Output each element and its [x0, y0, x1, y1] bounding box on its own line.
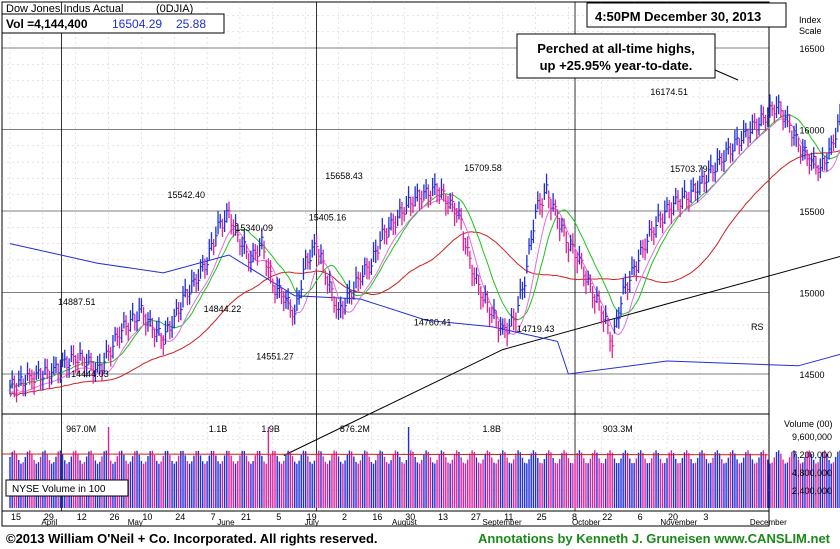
date-tick-label: 13 [438, 512, 448, 522]
volume-label: 1.8B [483, 424, 502, 434]
grid [2, 2, 769, 511]
callout-line-1: Perched at all-time highs, [537, 41, 695, 56]
date-tick-label: 6 [638, 512, 643, 522]
date-tick-label: 7 [211, 512, 216, 522]
volume-average-line [1, 453, 770, 456]
timestamp-box [586, 2, 787, 28]
date-tick-label: 12 [77, 512, 87, 522]
price-label: 15542.40 [168, 190, 206, 200]
month-label: April [41, 518, 57, 527]
scale-label: Scale [799, 26, 822, 36]
price-tick-label: 15500 [799, 207, 824, 217]
date-tick-label: 8 [572, 512, 577, 522]
volume-readout: Vol =4,144,400 [6, 17, 88, 31]
date-axis [1, 510, 770, 527]
price-label: 15405.16 [309, 212, 347, 222]
quote-box [1, 13, 225, 34]
ma-10-line [9, 118, 840, 396]
index-symbol: (0DJIA) [156, 3, 193, 15]
month-label: August [392, 518, 418, 527]
date-tick-label: 2 [342, 512, 347, 522]
price-label: 14887.51 [58, 297, 96, 307]
month-label: September [482, 518, 521, 527]
price-label: 15703.79 [670, 164, 708, 174]
date-tick-label: 11 [504, 512, 513, 522]
change-readout: 25.88 [176, 17, 206, 31]
price-label: 14444.03 [71, 369, 109, 379]
index-label: Index [799, 15, 822, 25]
month-label: December [750, 518, 787, 527]
timestamp: 4:50PM December 30, 2013 [595, 9, 761, 24]
date-tick-label: 15 [11, 512, 21, 522]
month-label: May [128, 518, 143, 527]
callout-pointer [714, 69, 739, 81]
rs-label: RS [751, 322, 764, 332]
volume-tick-label: 2,400,000 [792, 486, 832, 496]
date-tick-label: 5 [276, 512, 281, 522]
price-label: 16174.51 [650, 87, 688, 97]
annotations: 14887.51 14444.03 15542.40 14844.22 15340.09… [58, 87, 708, 434]
date-tick-label: 16 [372, 512, 382, 522]
date-tick-label: 26 [110, 512, 120, 522]
date-tick-label: 22 [602, 512, 612, 522]
callout-line-2: up +25.95% year-to-date. [540, 58, 693, 73]
price-readout: 16504.29 [112, 17, 162, 31]
volume-tick-label: 9,600,000 [792, 432, 832, 442]
price-tick-label: 15000 [799, 289, 824, 299]
volume-tick-label: 4,800,000 [792, 468, 832, 478]
nyse-label: NYSE Volume in 100 [12, 484, 106, 495]
date-tick-label: 21 [241, 512, 251, 522]
date-tick-label: 20 [668, 512, 678, 522]
volume-label: 876.2M [340, 424, 370, 434]
volume-bars [1, 427, 840, 508]
price-label: 14551.27 [256, 352, 294, 362]
price-label: 15709.58 [464, 163, 502, 173]
month-label: October [572, 518, 601, 527]
price-bars [9, 94, 840, 403]
price-tick-label: 16500 [799, 44, 824, 54]
date-tick-label: 3 [703, 512, 708, 522]
volume-label: 967.0M [66, 424, 96, 434]
price-label: 15340.09 [235, 223, 273, 233]
nyse-label-box [5, 479, 129, 497]
date-tick-label: 10 [142, 512, 152, 522]
price-label: 14844.22 [204, 304, 242, 314]
date-tick-label: 29 [44, 512, 54, 522]
volume-scale-label: Volume (00) [784, 419, 833, 429]
moving-average-lines [9, 114, 840, 456]
price-label: 15658.43 [325, 171, 363, 181]
price-tick-label: 16000 [799, 126, 824, 136]
volume-tick-label: 7,200,000 [792, 450, 832, 460]
callout-box [516, 33, 716, 79]
footer: ©2013 William O'Neil + Co. Incorporated.… [0, 528, 840, 549]
date-tick-label: 30 [405, 512, 415, 522]
rs-line [9, 243, 840, 375]
ma-long-line [283, 255, 840, 456]
price-label: 14719.43 [517, 324, 555, 334]
date-tick-label: 24 [175, 512, 185, 522]
date-tick-label: 27 [471, 512, 481, 522]
credit: Annotations by Kenneth J. Gruneisen www.… [478, 531, 830, 546]
month-label: June [217, 518, 235, 527]
volume-label: 1.9B [261, 424, 280, 434]
price-tick-label: 14500 [799, 370, 824, 380]
index-name: Dow Jones Indus Actual [6, 3, 123, 15]
ma-200-line [9, 149, 840, 398]
month-label: November [660, 518, 697, 527]
price-label: 14760.41 [414, 318, 452, 328]
volume-label: 1.1B [209, 424, 228, 434]
date-tick-label: 19 [307, 512, 317, 522]
date-tick-label: 25 [537, 512, 547, 522]
copyright: ©2013 William O'Neil + Co. Incorporated.… [6, 531, 378, 546]
volume-label: 903.3M [603, 424, 633, 434]
month-label: July [305, 518, 319, 527]
